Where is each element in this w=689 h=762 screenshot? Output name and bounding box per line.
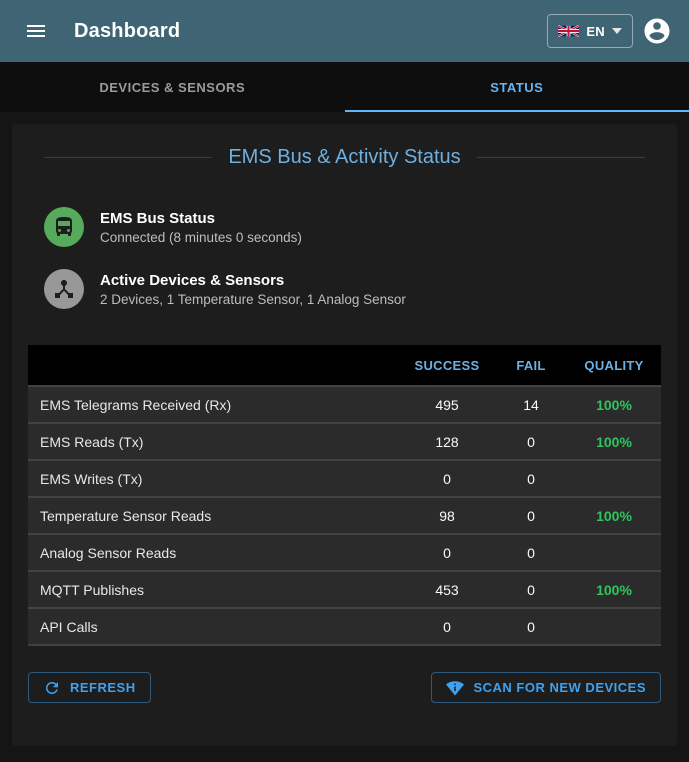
row-fail-value: 0 — [527, 581, 535, 598]
row-success-value: 453 — [435, 581, 459, 598]
account-circle-icon — [644, 18, 670, 44]
row-quality-value: 100% — [596, 433, 632, 450]
table-row: Analog Sensor Reads 0 0 — [28, 533, 661, 570]
card-title: EMS Bus & Activity Status — [228, 146, 461, 168]
row-success-value: 128 — [435, 433, 459, 450]
row-label: API Calls — [40, 618, 98, 635]
header-success: SUCCESS — [414, 357, 480, 373]
row-quality-value: 100% — [596, 396, 632, 413]
row-label: Analog Sensor Reads — [40, 544, 177, 561]
refresh-button-label: REFRESH — [70, 680, 136, 695]
active-devices-text: Active Devices & Sensors 2 Devices, 1 Te… — [100, 272, 406, 307]
table-row: API Calls 0 0 — [28, 607, 661, 644]
active-devices-value: 2 Devices, 1 Temperature Sensor, 1 Analo… — [100, 291, 406, 307]
chevron-down-icon — [612, 28, 622, 34]
device-hub-avatar — [44, 269, 84, 309]
table-row: Temperature Sensor Reads 98 0 100% — [28, 496, 661, 533]
list-item-active-devices: Active Devices & Sensors 2 Devices, 1 Te… — [44, 269, 645, 309]
row-fail-value: 0 — [527, 433, 535, 450]
language-selector[interactable]: EN — [547, 14, 633, 48]
tab-devices-sensors[interactable]: DEVICES & SENSORS — [99, 79, 246, 95]
device-hub-icon — [55, 280, 73, 298]
row-fail-value: 0 — [527, 544, 535, 561]
divider-right — [476, 157, 645, 158]
bus-icon — [56, 217, 72, 236]
tab-status[interactable]: STATUS — [344, 62, 689, 112]
table-row: MQTT Publishes 453 0 100% — [28, 570, 661, 607]
row-fail-value: 14 — [523, 396, 539, 413]
active-devices-title: Active Devices & Sensors — [100, 271, 285, 289]
bus-avatar — [44, 207, 84, 247]
user-account-button[interactable] — [637, 11, 677, 51]
row-success-value: 0 — [443, 544, 451, 561]
table-row: EMS Writes (Tx) 0 0 — [28, 459, 661, 496]
row-success-value: 0 — [443, 470, 451, 487]
bus-status-value: Connected (8 minutes 0 seconds) — [100, 229, 302, 245]
appbar: Dashboard EN — [0, 0, 689, 62]
row-label: EMS Writes (Tx) — [40, 470, 143, 487]
tab-bar: DEVICES & SENSORS STATUS — [0, 62, 689, 112]
page-body: EMS Bus & Activity Status EMS Bus Status… — [0, 112, 689, 758]
row-label: Temperature Sensor Reads — [40, 507, 212, 524]
uk-flag-icon — [558, 25, 580, 37]
row-quality-value: 100% — [596, 507, 632, 524]
divider-left — [44, 157, 213, 158]
header-fail: FAIL — [516, 357, 546, 373]
row-fail-value: 0 — [527, 507, 535, 524]
scan-button-label: SCAN FOR NEW DEVICES — [473, 680, 646, 695]
bus-status-text: EMS Bus Status Connected (8 minutes 0 se… — [100, 210, 302, 245]
row-fail-value: 0 — [527, 470, 535, 487]
card-title-row: EMS Bus & Activity Status — [44, 146, 645, 169]
list-item-bus-status: EMS Bus Status Connected (8 minutes 0 se… — [44, 207, 645, 247]
row-label: EMS Reads (Tx) — [40, 433, 144, 450]
table-row: EMS Reads (Tx) 128 0 100% — [28, 422, 661, 459]
table-body: EMS Telegrams Received (Rx) 495 14 100% … — [28, 385, 661, 644]
card-actions: REFRESH SCAN FOR NEW DEVICES — [28, 672, 661, 703]
row-label: MQTT Publishes — [40, 581, 144, 598]
scan-wifi-icon — [446, 680, 465, 695]
page-title: Dashboard — [74, 19, 181, 42]
row-success-value: 0 — [443, 618, 451, 635]
menu-button[interactable] — [14, 9, 58, 53]
row-success-value: 98 — [439, 507, 455, 524]
hamburger-icon — [27, 25, 45, 37]
row-success-value: 495 — [435, 396, 459, 413]
header-quality: QUALITY — [584, 357, 644, 373]
refresh-button[interactable]: REFRESH — [28, 672, 151, 703]
row-label: EMS Telegrams Received (Rx) — [40, 396, 232, 413]
table-row: EMS Telegrams Received (Rx) 495 14 100% — [28, 385, 661, 422]
status-card: EMS Bus & Activity Status EMS Bus Status… — [12, 124, 677, 746]
row-fail-value: 0 — [527, 618, 535, 635]
bus-status-title: EMS Bus Status — [100, 209, 216, 227]
activity-table: SUCCESS FAIL QUALITY EMS Telegrams Recei… — [28, 345, 661, 646]
language-code: EN — [586, 23, 605, 39]
refresh-icon — [45, 681, 58, 694]
table-header-row: SUCCESS FAIL QUALITY — [28, 345, 661, 385]
row-quality-value: 100% — [596, 581, 632, 598]
scan-for-new-devices-button[interactable]: SCAN FOR NEW DEVICES — [431, 672, 661, 703]
